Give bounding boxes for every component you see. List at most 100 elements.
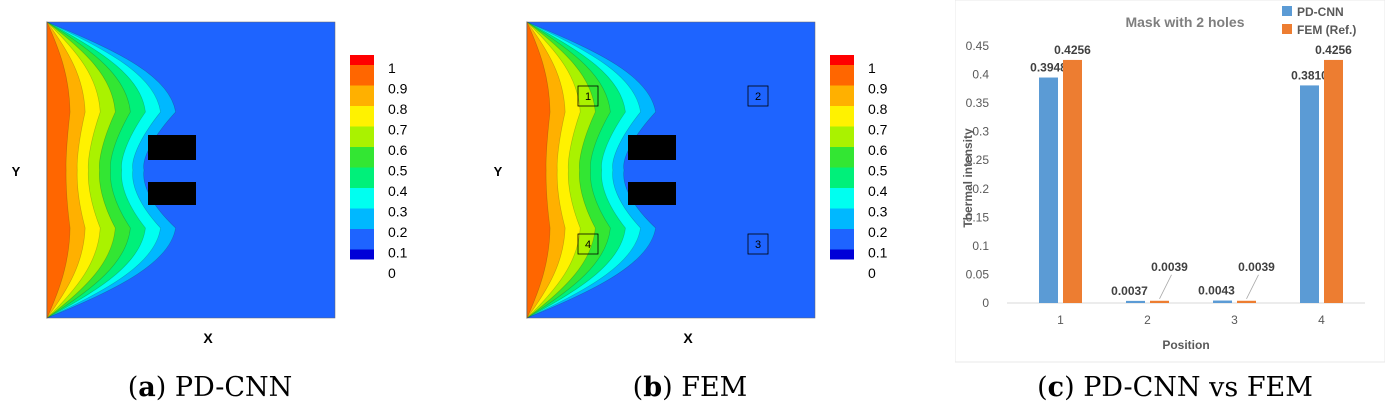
position-marker-label: 1 bbox=[585, 91, 591, 103]
bar bbox=[1237, 300, 1256, 303]
data-label: 0.4256 bbox=[1054, 43, 1091, 57]
legend-swatch bbox=[1282, 24, 1292, 34]
position-marker-box bbox=[577, 85, 599, 107]
data-label: 0.0043 bbox=[1198, 284, 1235, 298]
x-tick-label: 4 bbox=[1318, 313, 1325, 327]
x-axis-label: X bbox=[203, 330, 213, 346]
caption-text: FEM bbox=[681, 372, 748, 403]
colorbar-tick-label: 0.6 bbox=[868, 142, 888, 158]
colorbar-swatch bbox=[350, 106, 374, 127]
colorbar-swatch bbox=[350, 55, 374, 65]
legend-swatch bbox=[1282, 6, 1292, 16]
colorbar-tick-label: 0.1 bbox=[388, 245, 408, 261]
position-marker-box bbox=[747, 233, 769, 255]
hole-upper bbox=[148, 135, 196, 160]
panel-a: Y X 1 0.9 0.8 0.7 0.6 0.5 0.4 0.3 0.2 0.1 0 (a) PD… bbox=[0, 0, 460, 420]
colorbar-tick-label: 0.5 bbox=[868, 163, 888, 179]
data-label: 0.4256 bbox=[1315, 43, 1352, 57]
colorbar-swatch bbox=[830, 208, 854, 229]
y-axis-label: Thermal intensity bbox=[961, 128, 975, 228]
colorbar-tick-label: 0.5 bbox=[388, 163, 408, 179]
caption-text: PD-CNN bbox=[174, 372, 293, 403]
y-axis-label: Y bbox=[494, 164, 503, 179]
colorbar-tick-label: 0.4 bbox=[388, 183, 408, 199]
colorbar-swatch bbox=[350, 65, 374, 86]
hole-lower bbox=[148, 182, 196, 205]
bar bbox=[1063, 59, 1082, 303]
colorbar-swatch bbox=[830, 126, 854, 147]
colorbar-tick-label: 0.7 bbox=[868, 122, 888, 138]
data-label: 0.0037 bbox=[1111, 284, 1148, 298]
colorbar-tick-label: 1 bbox=[388, 60, 396, 76]
colorbar-tick-label: 0.8 bbox=[388, 101, 408, 117]
caption-text: PD-CNN vs FEM bbox=[1083, 372, 1313, 403]
y-tick-label: 0.05 bbox=[966, 267, 990, 281]
bar bbox=[1126, 300, 1145, 303]
colorbar-swatch bbox=[830, 188, 854, 209]
colorbar-swatch bbox=[350, 147, 374, 168]
legend-label: FEM (Ref.) bbox=[1297, 23, 1356, 37]
x-tick-label: 1 bbox=[1057, 313, 1064, 327]
contour-plot-a: Y X 1 0.9 0.8 0.7 0.6 0.5 0.4 0.3 0.2 0.1 0 bbox=[12, 21, 408, 346]
colorbar-swatch bbox=[350, 167, 374, 188]
bar bbox=[1300, 85, 1319, 303]
colorbar-tick-label: 0 bbox=[868, 265, 876, 281]
field-frame bbox=[526, 21, 816, 319]
bar bbox=[1150, 300, 1169, 303]
bar-chart: Mask with 2 holes Thermal intensity Posi… bbox=[954, 0, 1386, 363]
colorbar-swatch bbox=[350, 249, 374, 260]
colorbar-swatch bbox=[830, 85, 854, 106]
colorbar-swatch bbox=[830, 106, 854, 127]
colorbar-swatch bbox=[830, 229, 854, 250]
colorbar-tick-label: 0.3 bbox=[868, 204, 888, 220]
x-axis-label: X bbox=[683, 330, 693, 346]
bar bbox=[1324, 59, 1343, 303]
caption-b: (b) FEM bbox=[632, 372, 748, 403]
x-tick-label: 3 bbox=[1231, 313, 1238, 327]
y-tick-label: 0.2 bbox=[972, 182, 989, 196]
hole-lower bbox=[628, 182, 676, 205]
colorbar-tick-label: 0.9 bbox=[868, 81, 888, 97]
colorbar-swatch bbox=[350, 229, 374, 250]
data-label-leader bbox=[1159, 274, 1172, 299]
colorbar-tick-label: 0.7 bbox=[388, 122, 408, 138]
colorbar-tick-label: 0.6 bbox=[388, 142, 408, 158]
bar bbox=[1039, 77, 1058, 303]
y-tick-label: 0.15 bbox=[966, 210, 990, 224]
colorbar-tick-label: 1 bbox=[868, 60, 876, 76]
legend-label: PD-CNN bbox=[1297, 5, 1344, 19]
y-tick-label: 0.1 bbox=[972, 239, 989, 253]
y-axis-label: Y bbox=[12, 164, 21, 179]
caption-letter: c bbox=[1047, 372, 1065, 403]
panel-c: Mask with 2 holes Thermal intensity Posi… bbox=[954, 0, 1390, 420]
caption-letter: a bbox=[138, 372, 156, 403]
position-marker-label: 4 bbox=[585, 239, 591, 251]
data-label-leader bbox=[1246, 274, 1259, 299]
panel-b: Y X 1 2 3 4 1 0.9 0.8 0.7 0.6 0.5 0.4 0.3 0.2 0.1 0 (b… bbox=[480, 0, 940, 420]
colorbar-swatch bbox=[830, 65, 854, 86]
caption-c: (c) PD-CNN vs FEM bbox=[1037, 372, 1313, 403]
colorbar-tick-label: 0.2 bbox=[868, 224, 888, 240]
colorbar-swatch bbox=[350, 208, 374, 229]
colorbar-tick-label: 0.4 bbox=[868, 183, 888, 199]
position-marker-label: 2 bbox=[755, 91, 761, 103]
colorbar-swatch bbox=[350, 85, 374, 106]
colorbar-tick-label: 0 bbox=[388, 265, 396, 281]
colorbar-tick-label: 0.3 bbox=[388, 204, 408, 220]
colorbar-tick-label: 0.1 bbox=[868, 245, 888, 261]
contour-plot-b: Y X 1 2 3 4 1 0.9 0.8 0.7 0.6 0.5 0.4 0.3 0.2 0.1 0 bbox=[494, 21, 888, 346]
colorbar-swatch bbox=[830, 147, 854, 168]
y-tick-label: 0 bbox=[982, 296, 989, 310]
colorbar-swatch bbox=[830, 249, 854, 260]
y-tick-label: 0.3 bbox=[972, 125, 989, 139]
x-axis-label: Position bbox=[1162, 338, 1209, 352]
field-frame bbox=[46, 21, 336, 319]
data-label: 0.3948 bbox=[1030, 61, 1067, 75]
colorbar-swatch bbox=[350, 188, 374, 209]
contour-band bbox=[526, 21, 551, 319]
bar bbox=[1213, 300, 1232, 303]
caption-a: (a) PD-CNN bbox=[127, 372, 293, 403]
x-tick-label: 2 bbox=[1144, 313, 1151, 327]
y-tick-label: 0.25 bbox=[966, 153, 990, 167]
caption-letter: b bbox=[643, 372, 663, 403]
